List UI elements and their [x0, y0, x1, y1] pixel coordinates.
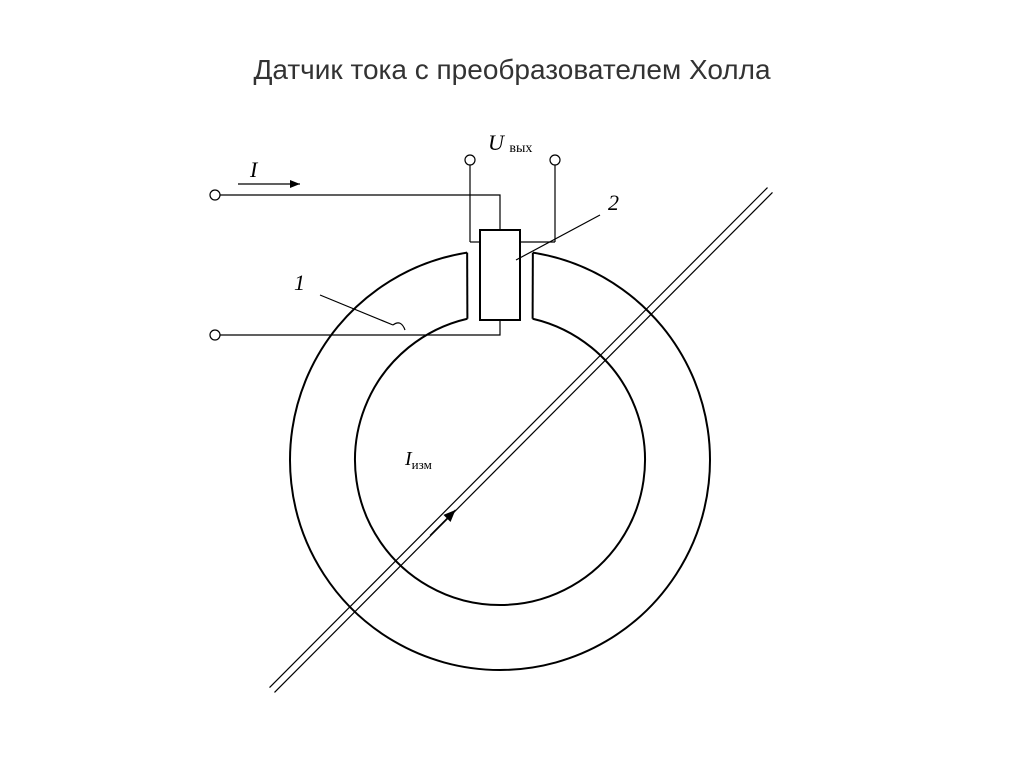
- hall-element: [480, 230, 520, 320]
- diagram-svg: U вых I Iизм 1 2: [0, 120, 1024, 740]
- uout-terminal-left: [465, 155, 475, 165]
- callout-1-hook: [393, 323, 405, 330]
- supply-terminal-bottom: [210, 330, 220, 340]
- callout-2-line: [516, 215, 600, 260]
- conductor-line-a: [274, 192, 772, 692]
- uout-terminal-right: [550, 155, 560, 165]
- callout-1-line: [320, 295, 393, 325]
- title-text: Датчик тока с преобразователем Холла: [253, 54, 770, 85]
- page-title: Датчик тока с преобразователем Холла: [0, 54, 1024, 86]
- supply-current-label: I: [249, 157, 259, 182]
- supply-lead-bottom: [220, 320, 500, 335]
- callout-1-label: 1: [294, 270, 305, 295]
- core-inner-arc: [355, 319, 645, 605]
- hall-sensor-diagram: U вых I Iизм 1 2: [0, 120, 1024, 745]
- callout-2-label: 2: [608, 190, 619, 215]
- measured-current-label: Iизм: [404, 448, 432, 472]
- supply-lead-top: [220, 195, 500, 230]
- supply-current-arrow-head: [290, 180, 300, 188]
- uout-label: U вых: [488, 130, 532, 156]
- supply-terminal-top: [210, 190, 220, 200]
